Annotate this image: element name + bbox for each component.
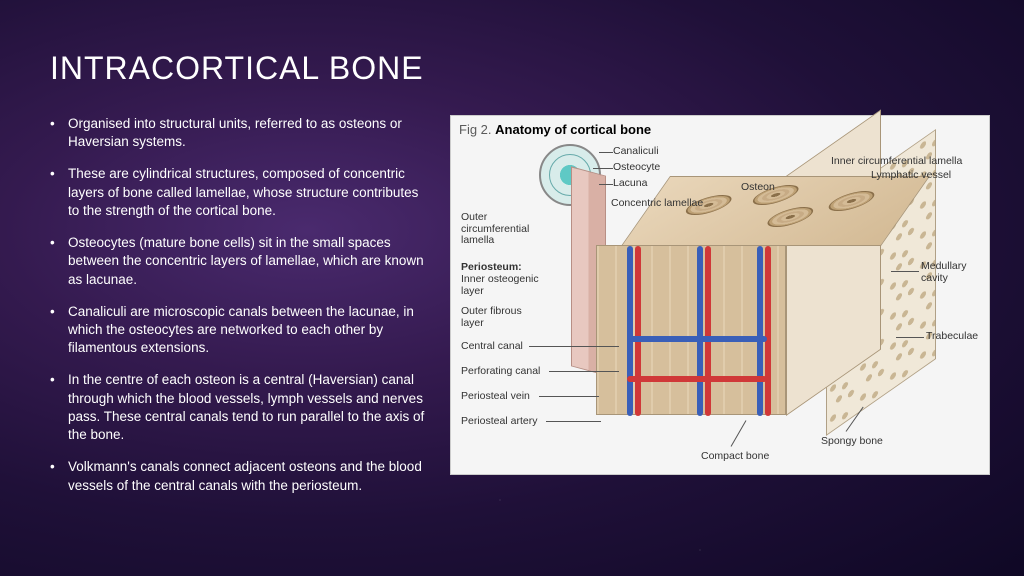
label-canaliculi: Canaliculi	[613, 146, 659, 158]
bullet-item: In the centre of each osteon is a centra…	[50, 371, 430, 444]
vein-icon	[757, 246, 763, 416]
label-concentric-lamellae: Concentric lamellae	[611, 198, 703, 210]
bullet-item: These are cylindrical structures, compos…	[50, 165, 430, 220]
leader-line	[529, 346, 619, 347]
artery-icon	[635, 246, 641, 416]
label-perforating-canal: Perforating canal	[461, 366, 540, 378]
label-inner-osteogenic: Inner osteogenic layer	[461, 274, 551, 297]
label-periosteum-heading: Periosteum:	[461, 262, 522, 274]
figure-column: Fig 2. Anatomy of cortical bone	[450, 115, 990, 509]
leader-line	[539, 396, 599, 397]
leader-line	[599, 152, 613, 153]
vein-icon	[627, 246, 633, 416]
label-spongy-bone: Spongy bone	[821, 436, 883, 448]
label-periosteal-artery: Periosteal artery	[461, 416, 537, 428]
bullet-list: Organised into structural units, referre…	[50, 115, 430, 495]
label-lacuna: Lacuna	[613, 178, 647, 190]
label-osteocyte: Osteocyte	[613, 162, 660, 174]
block-front-face	[596, 245, 786, 415]
cortical-bone-figure: Fig 2. Anatomy of cortical bone	[450, 115, 990, 475]
label-outer-circ-lamella: Outer circumferential lamella	[461, 212, 541, 247]
artery-icon	[705, 246, 711, 416]
figure-caption-title: Anatomy of cortical bone	[495, 122, 651, 137]
leader-line	[896, 337, 924, 338]
leader-line	[549, 371, 619, 372]
slide-title: INTRACORTICAL BONE	[50, 50, 984, 87]
bullet-item: Canaliculi are microscopic canals betwee…	[50, 303, 430, 358]
label-medullary-cavity: Medullary cavity	[921, 261, 981, 284]
label-trabeculae: Trabeculae	[926, 331, 978, 343]
bullet-item: Organised into structural units, referre…	[50, 115, 430, 151]
block-top-face	[621, 176, 930, 246]
perforating-vein-icon	[627, 336, 767, 342]
leader-line	[891, 271, 919, 272]
slide-content: Organised into structural units, referre…	[50, 115, 984, 509]
label-inner-circ-lamella: Inner circumferential lamella	[831, 156, 962, 168]
bullet-item: Volkmann's canals connect adjacent osteo…	[50, 458, 430, 494]
leader-line	[731, 420, 747, 446]
bullet-column: Organised into structural units, referre…	[50, 115, 430, 509]
leader-line	[599, 184, 613, 185]
vein-icon	[697, 246, 703, 416]
label-lymphatic-vessel: Lymphatic vessel	[871, 170, 951, 182]
bullet-item: Osteocytes (mature bone cells) sit in th…	[50, 234, 430, 289]
figure-caption-prefix: Fig 2.	[459, 122, 492, 137]
bone-block	[621, 176, 881, 416]
label-outer-fibrous: Outer fibrous layer	[461, 306, 541, 329]
slide: INTRACORTICAL BONE Organised into struct…	[0, 0, 1024, 576]
label-osteon: Osteon	[741, 182, 775, 194]
figure-caption: Fig 2. Anatomy of cortical bone	[459, 122, 651, 137]
label-central-canal: Central canal	[461, 341, 523, 353]
perforating-artery-icon	[627, 376, 767, 382]
leader-line	[546, 421, 601, 422]
leader-line	[593, 168, 613, 169]
artery-icon	[765, 246, 771, 416]
label-compact-bone: Compact bone	[701, 451, 769, 463]
osteon-ring-icon	[820, 191, 884, 211]
label-periosteal-vein: Periosteal vein	[461, 391, 530, 403]
osteon-ring-icon	[758, 207, 822, 227]
